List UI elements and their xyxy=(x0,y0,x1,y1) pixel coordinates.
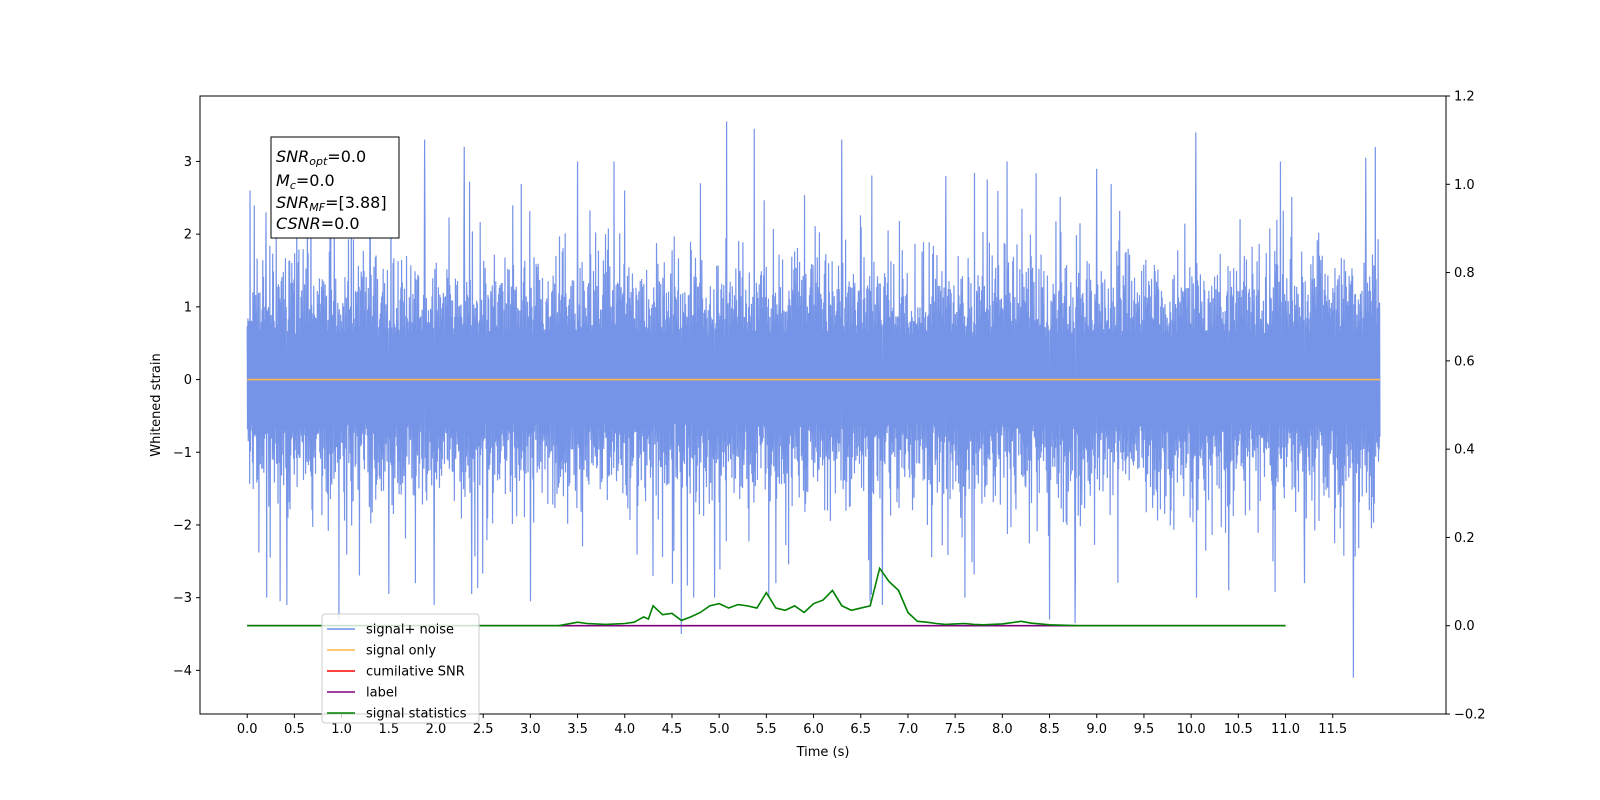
x-tick-label: 6.5 xyxy=(850,722,871,737)
x-tick-label: 2.0 xyxy=(426,722,447,737)
legend-label: signal+ noise xyxy=(366,623,454,638)
y-tick-label: 1 xyxy=(184,300,192,315)
x-tick-label: 8.0 xyxy=(992,722,1013,737)
y2-tick-label: 0.2 xyxy=(1454,531,1475,546)
y-tick-label: −4 xyxy=(173,664,192,679)
axes-frame xyxy=(199,95,1447,715)
x-tick-label: 2.5 xyxy=(473,722,494,737)
x-tick-label: 6.0 xyxy=(803,722,824,737)
y-tick-label: −2 xyxy=(173,518,192,533)
y2-tick-label: 1.0 xyxy=(1454,178,1475,193)
x-tick-label: 4.0 xyxy=(614,722,635,737)
x-tick-label: 7.5 xyxy=(945,722,966,737)
y-tick-label: −1 xyxy=(173,446,192,461)
x-tick-label: 8.5 xyxy=(1039,722,1060,737)
y2-tick-label: 0.8 xyxy=(1454,266,1475,281)
x-axis-label: Time (s) xyxy=(796,745,850,760)
info-box-frame xyxy=(270,136,400,239)
info-snr-mf: SNRMF=[3.88] xyxy=(276,193,387,214)
x-tick-label: 7.0 xyxy=(898,722,919,737)
y-axis-label: Whitened strain xyxy=(149,353,164,456)
x-tick-label: 9.5 xyxy=(1134,722,1155,737)
y2-tick-label: −0.2 xyxy=(1454,708,1486,723)
y-tick-label: −3 xyxy=(173,591,192,606)
y2-tick-label: 0.4 xyxy=(1454,443,1475,458)
legend-label: signal statistics xyxy=(366,707,467,722)
x-tick-label: 0.5 xyxy=(284,722,305,737)
x-tick-label: 3.0 xyxy=(520,722,541,737)
y2-tick-label: 0.0 xyxy=(1454,619,1475,634)
y-tick-label: 2 xyxy=(184,228,192,243)
x-tick-label: 1.5 xyxy=(378,722,399,737)
y-tick-label: 3 xyxy=(184,155,192,170)
x-tick-label: 10.5 xyxy=(1224,722,1253,737)
x-tick-label: 9.0 xyxy=(1086,722,1107,737)
series-signal-statistics xyxy=(247,566,1286,627)
info-snr-opt: SNRopt=0.0 xyxy=(276,147,366,168)
y2-tick-label: 0.6 xyxy=(1454,354,1475,369)
info-mc: Mc=0.0 xyxy=(276,171,335,192)
y2-tick-label: 1.2 xyxy=(1454,90,1475,105)
legend-label: cumilative SNR xyxy=(366,665,465,680)
info-box: SNRopt=0.0 Mc=0.0 SNRMF=[3.88] CSNR=0.0 xyxy=(270,136,400,239)
legend-label: label xyxy=(366,686,397,701)
x-tick-label: 5.0 xyxy=(709,722,730,737)
x-tick-label: 4.5 xyxy=(662,722,683,737)
y-tick-label: 0 xyxy=(184,373,192,388)
info-csnr: CSNR=0.0 xyxy=(276,214,360,233)
x-tick-label: 3.5 xyxy=(567,722,588,737)
series-signal-noise xyxy=(246,121,1381,678)
x-tick-label: 5.5 xyxy=(756,722,777,737)
ticks-layer: 0.0 0.5 1.0 1.5 2.0 2.5 3.0 3.5 4.0 4.5 5.0 5.5 6.0 6… xyxy=(173,90,1486,738)
x-tick-label: 11.0 xyxy=(1271,722,1300,737)
x-tick-label: 0.0 xyxy=(237,722,258,737)
legend-frame xyxy=(321,613,480,724)
x-tick-label: 10.0 xyxy=(1177,722,1206,737)
legend-label: signal only xyxy=(366,644,436,659)
x-tick-label: 11.5 xyxy=(1318,722,1347,737)
legend: signal+ noise signal only cumilative SNR la… xyxy=(321,613,480,724)
x-tick-label: 1.0 xyxy=(331,722,352,737)
